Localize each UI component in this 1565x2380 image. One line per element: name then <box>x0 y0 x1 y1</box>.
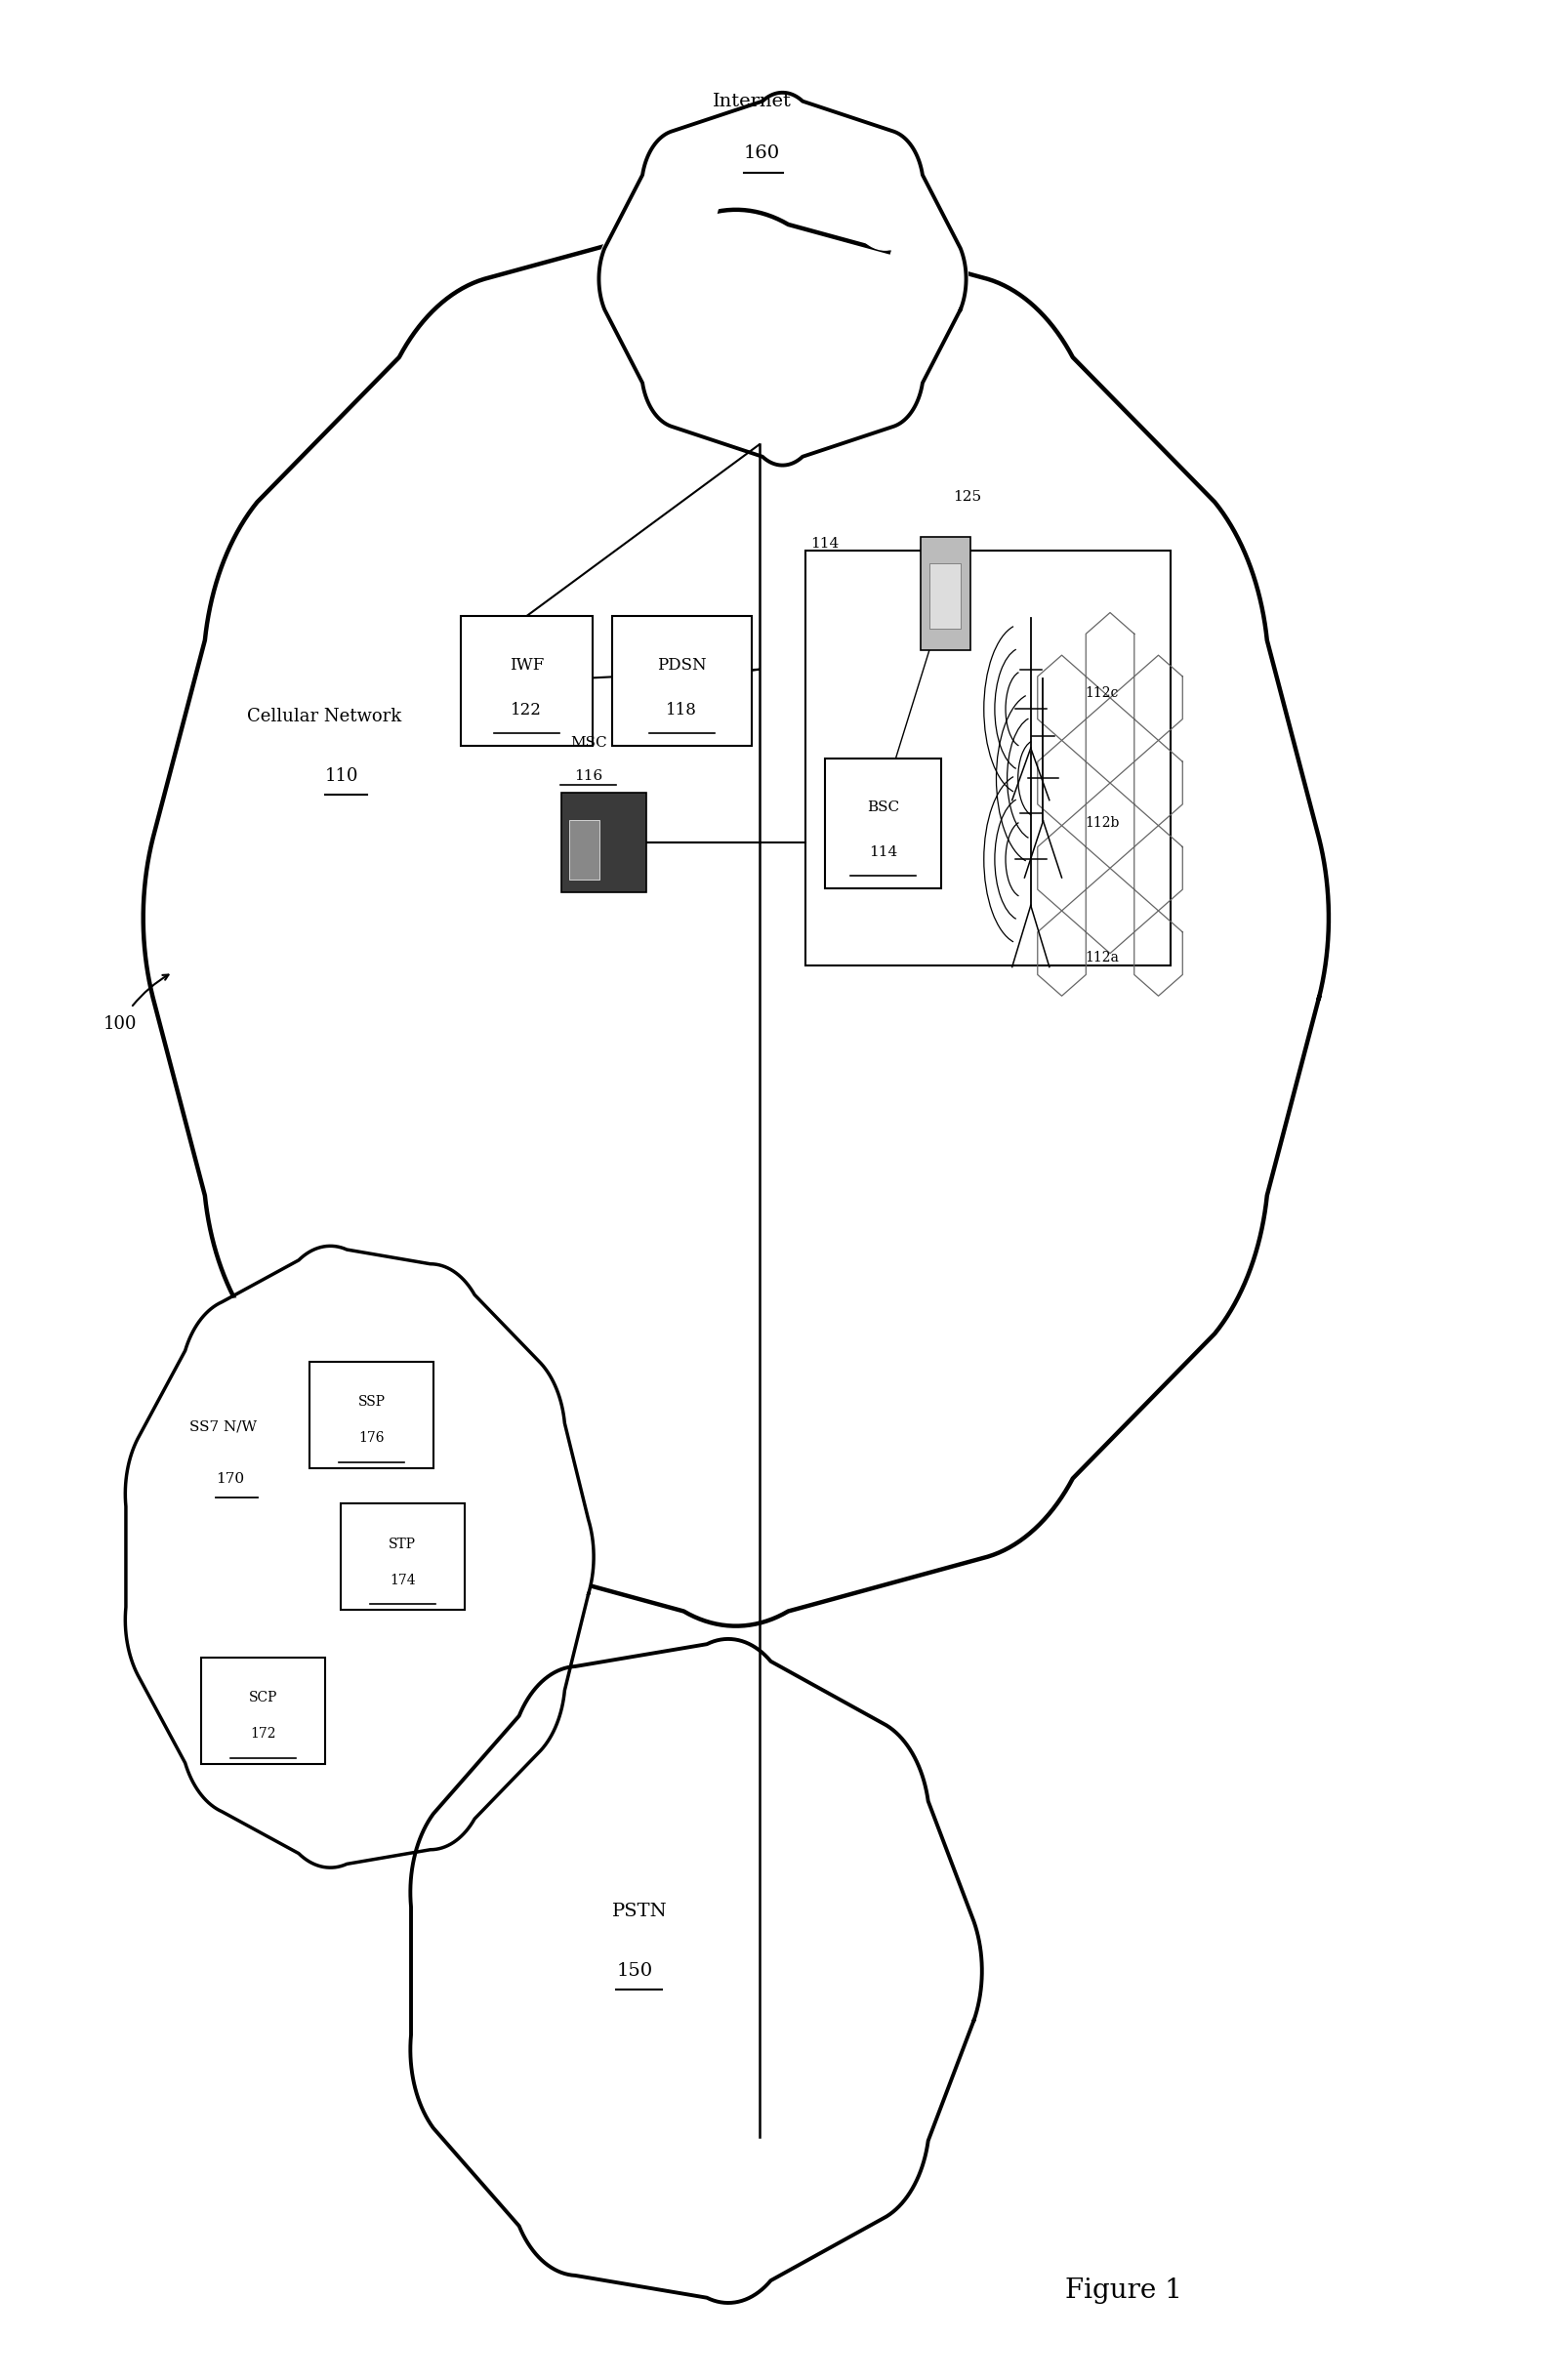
Circle shape <box>196 926 502 1395</box>
Circle shape <box>360 1104 665 1573</box>
Circle shape <box>789 2009 933 2230</box>
Circle shape <box>407 1940 552 2161</box>
Circle shape <box>806 1104 1113 1573</box>
Bar <box>612 616 751 747</box>
Text: Figure 1: Figure 1 <box>1066 2278 1182 2304</box>
Text: SSP: SSP <box>358 1395 385 1409</box>
Text: 112b: 112b <box>1085 816 1119 831</box>
Circle shape <box>196 440 502 909</box>
Text: 160: 160 <box>743 145 779 162</box>
Circle shape <box>806 264 1113 731</box>
Text: 112c: 112c <box>1085 685 1119 700</box>
Polygon shape <box>271 412 1202 1423</box>
Circle shape <box>582 198 889 666</box>
Circle shape <box>582 1169 889 1637</box>
Text: BSC: BSC <box>867 800 900 814</box>
Text: IWF: IWF <box>509 657 543 674</box>
Circle shape <box>887 217 969 340</box>
Bar <box>570 821 599 881</box>
Text: 114: 114 <box>811 538 839 550</box>
Circle shape <box>505 2059 651 2280</box>
Bar <box>825 759 942 888</box>
Circle shape <box>448 1347 565 1526</box>
Text: Internet: Internet <box>712 93 792 109</box>
Text: PDSN: PDSN <box>657 657 706 674</box>
Text: SS7 N/W: SS7 N/W <box>189 1421 257 1433</box>
Circle shape <box>640 126 720 250</box>
Circle shape <box>656 1633 801 1854</box>
Text: 110: 110 <box>326 766 358 785</box>
Circle shape <box>125 1404 243 1583</box>
Text: SCP: SCP <box>249 1692 277 1704</box>
Circle shape <box>407 1783 552 2004</box>
Text: 150: 150 <box>617 1961 653 1980</box>
Circle shape <box>742 90 823 212</box>
Circle shape <box>272 1690 390 1868</box>
Circle shape <box>180 1637 297 1816</box>
Text: 174: 174 <box>390 1573 415 1587</box>
Circle shape <box>742 345 823 469</box>
Circle shape <box>845 307 925 431</box>
Circle shape <box>505 1661 651 1883</box>
Polygon shape <box>164 1316 548 1797</box>
Circle shape <box>448 1587 565 1768</box>
Text: 116: 116 <box>574 769 603 783</box>
Circle shape <box>371 1264 488 1442</box>
Bar <box>460 616 593 747</box>
Circle shape <box>970 926 1275 1395</box>
Bar <box>310 1361 434 1468</box>
Circle shape <box>136 683 443 1152</box>
Circle shape <box>1030 683 1337 1152</box>
Text: 172: 172 <box>250 1728 275 1740</box>
Circle shape <box>840 1861 986 2082</box>
Bar <box>920 538 970 650</box>
Text: 122: 122 <box>510 702 541 719</box>
Text: 118: 118 <box>667 702 698 719</box>
Text: MSC: MSC <box>570 735 607 750</box>
Circle shape <box>596 217 678 340</box>
Bar <box>562 793 646 892</box>
Circle shape <box>125 1530 243 1709</box>
Polygon shape <box>457 1730 922 2211</box>
Text: 170: 170 <box>216 1471 244 1485</box>
Circle shape <box>476 1468 593 1647</box>
Text: 100: 100 <box>103 1016 136 1033</box>
Bar <box>930 564 961 628</box>
Text: PSTN: PSTN <box>612 1904 667 1921</box>
Polygon shape <box>631 145 934 412</box>
Text: 114: 114 <box>869 845 898 859</box>
Bar <box>200 1656 326 1764</box>
Text: 112a: 112a <box>1085 952 1119 964</box>
Text: Cellular Network: Cellular Network <box>247 707 402 726</box>
Bar <box>340 1504 465 1609</box>
Bar <box>806 552 1171 966</box>
Circle shape <box>656 2087 801 2309</box>
Circle shape <box>272 1247 390 1426</box>
Text: 176: 176 <box>358 1430 385 1445</box>
Circle shape <box>180 1299 297 1478</box>
Circle shape <box>371 1671 488 1849</box>
Circle shape <box>360 264 665 731</box>
Circle shape <box>845 126 925 250</box>
Circle shape <box>640 307 720 431</box>
Text: STP: STP <box>388 1537 416 1552</box>
Circle shape <box>970 440 1275 909</box>
Circle shape <box>789 1711 933 1935</box>
Text: 125: 125 <box>953 490 981 505</box>
